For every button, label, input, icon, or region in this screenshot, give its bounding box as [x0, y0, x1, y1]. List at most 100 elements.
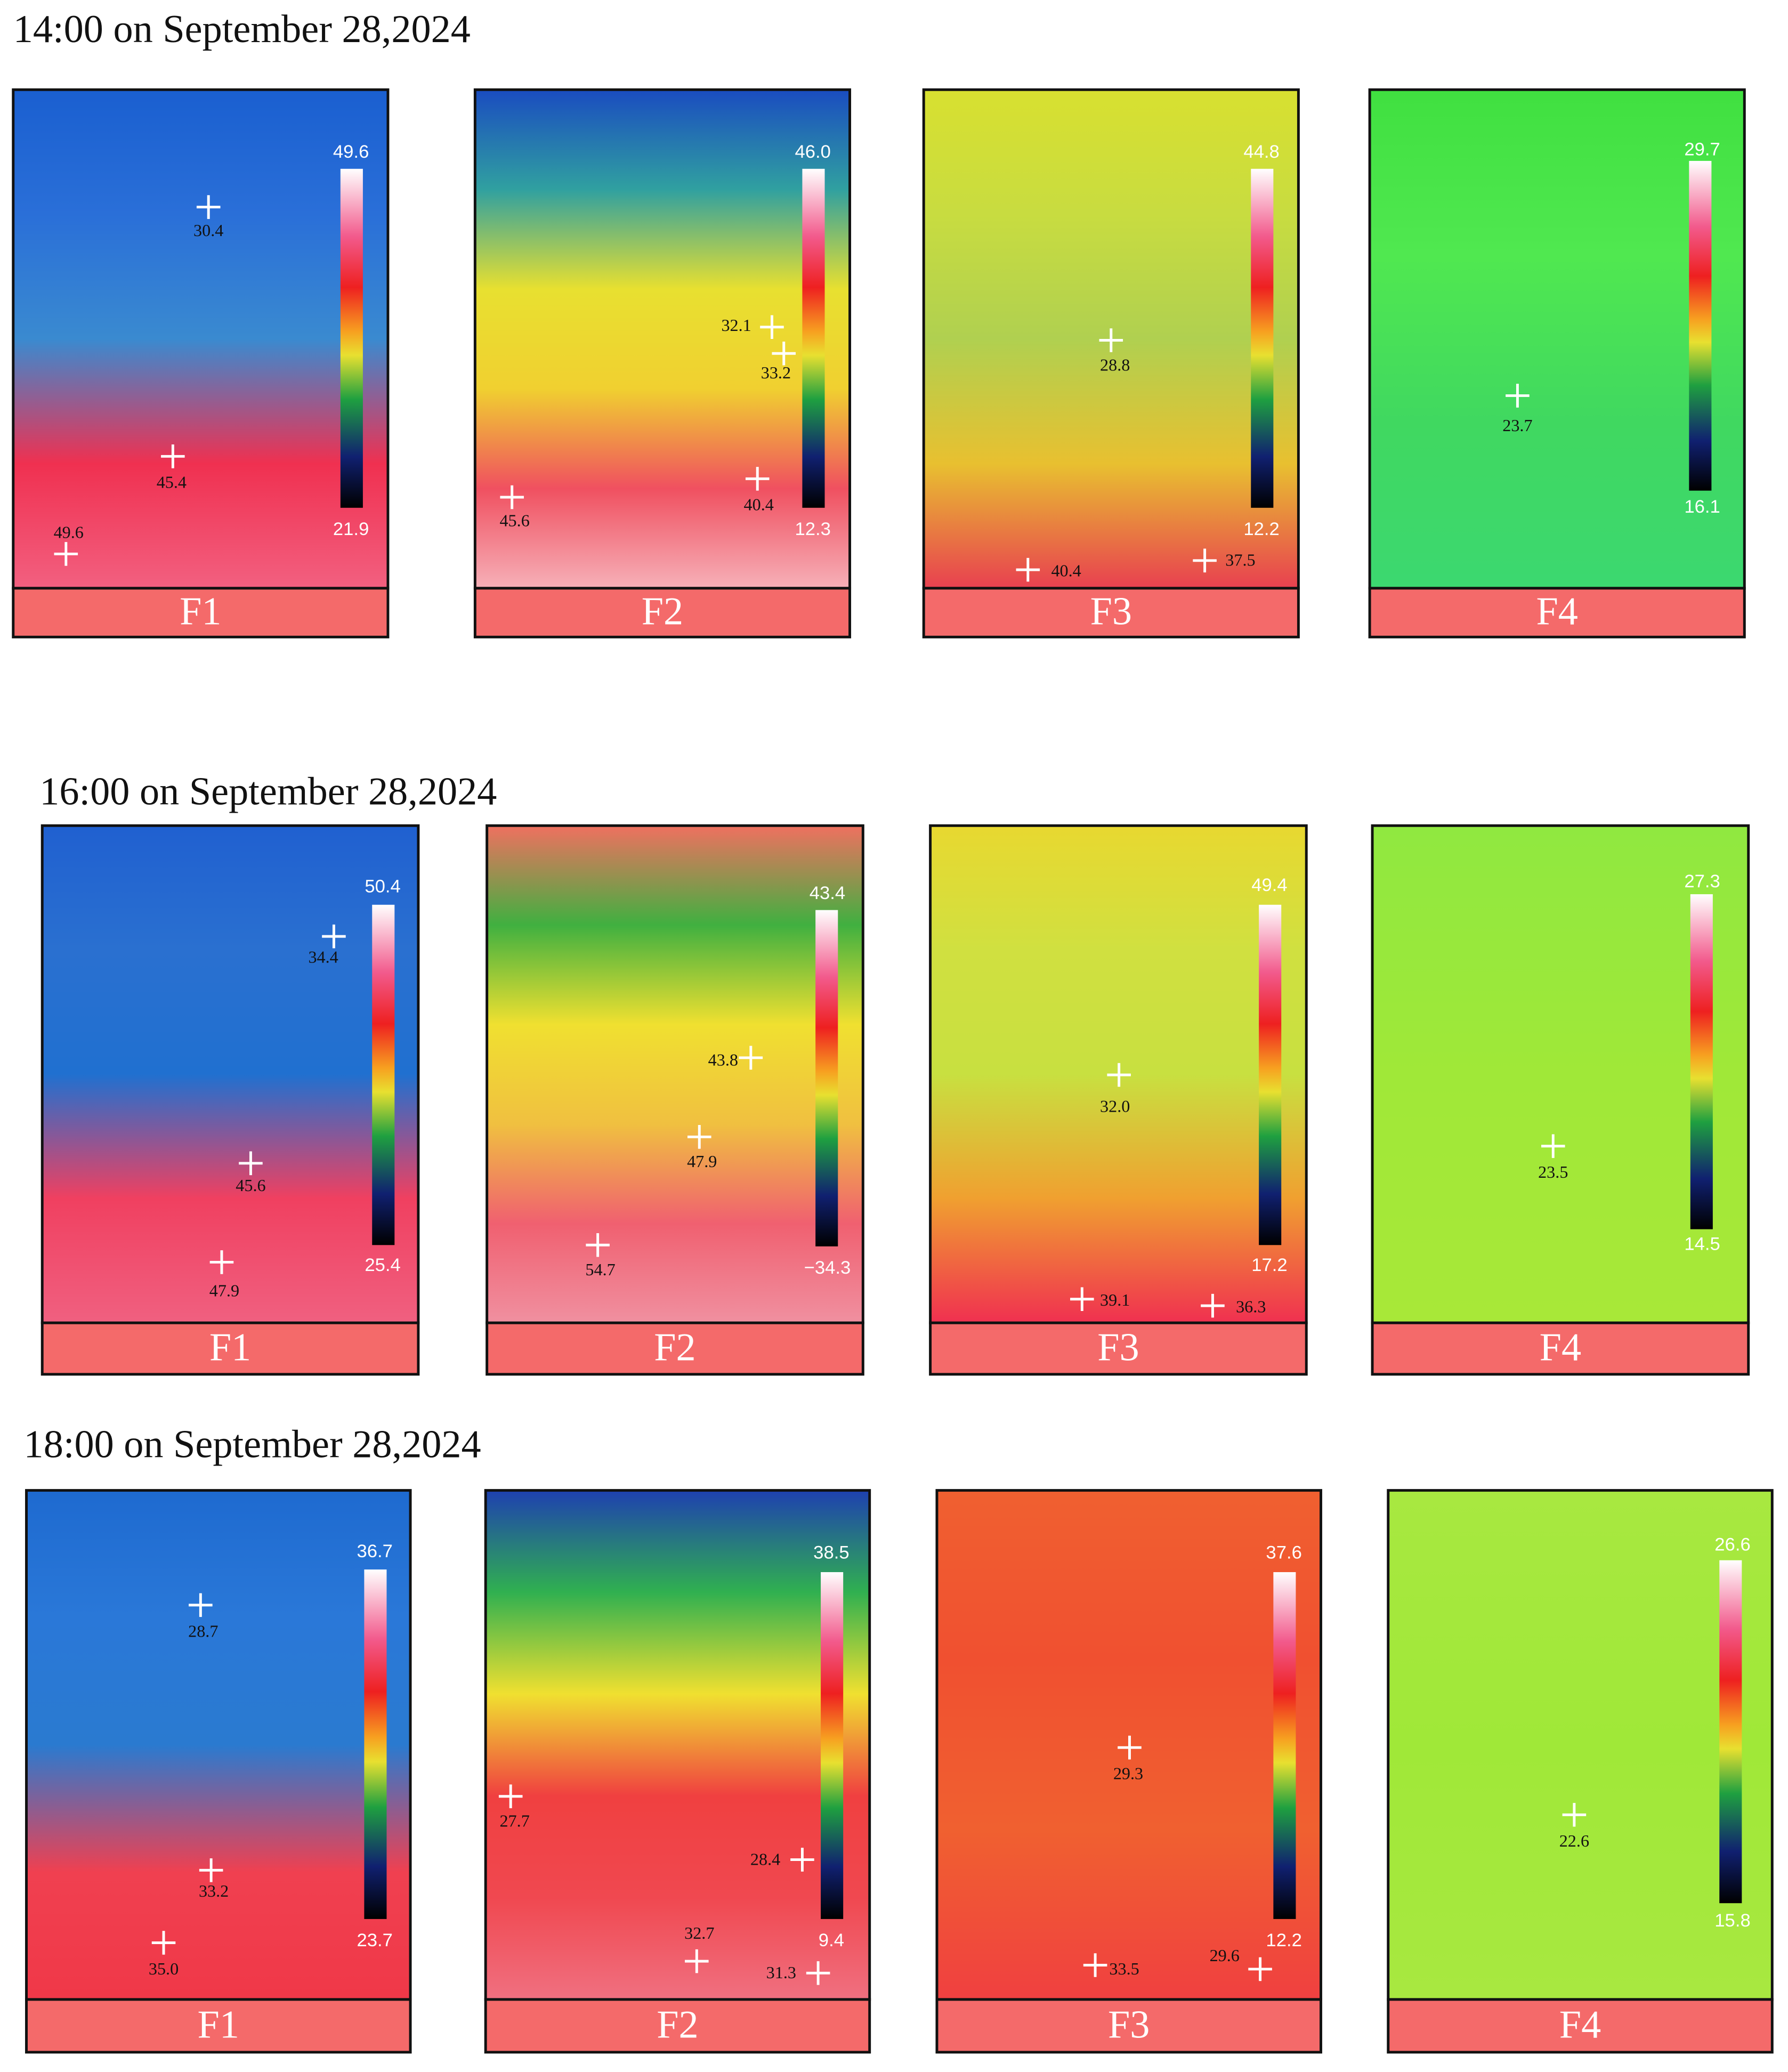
scale-min: 12.2: [1266, 1930, 1301, 1950]
point-temperature: 32.1: [721, 315, 751, 335]
point-temperature: 27.7: [499, 1811, 529, 1831]
label-bar: [473, 587, 852, 638]
label-bar: [929, 1321, 1308, 1376]
scale-max: 44.8: [1243, 142, 1279, 162]
scale-min: 12.3: [795, 519, 831, 539]
scale-min: 16.1: [1684, 497, 1720, 517]
scale-min: 25.4: [365, 1255, 400, 1275]
thermal-image: [25, 1489, 412, 2001]
color-bar: [1719, 1560, 1742, 1904]
color-bar: [802, 168, 825, 508]
panel-label: F2: [654, 1326, 695, 1370]
label-bar: [486, 1321, 864, 1376]
point-temperature: 45.4: [157, 473, 187, 492]
panel-label: F1: [209, 1326, 251, 1370]
panel-label: F2: [657, 2003, 698, 2046]
point-temperature: 28.7: [188, 1621, 218, 1640]
scale-max: 38.5: [813, 1543, 849, 1563]
point-temperature: 32.0: [1100, 1096, 1130, 1115]
point-temperature: 30.4: [193, 221, 223, 240]
color-bar: [1690, 894, 1713, 1229]
color-bar: [1259, 904, 1282, 1245]
color-bar: [1251, 168, 1274, 508]
row-title: 14:00 on September 28,2024: [13, 7, 471, 51]
point-temperature: 31.3: [766, 1963, 796, 1982]
point-temperature: 39.1: [1100, 1290, 1130, 1309]
scale-min: 9.4: [819, 1930, 844, 1950]
point-temperature: 35.0: [149, 1959, 179, 1978]
label-bar: [922, 587, 1300, 638]
label-bar: [12, 587, 390, 638]
scale-max: 43.4: [810, 883, 845, 903]
point-temperature: 37.5: [1225, 551, 1255, 570]
point-temperature: 34.4: [308, 948, 338, 967]
scale-min: 14.5: [1684, 1234, 1720, 1254]
point-temperature: 45.6: [236, 1176, 265, 1195]
scale-max: 49.4: [1251, 875, 1287, 895]
point-temperature: 33.2: [761, 363, 791, 382]
color-bar: [821, 1572, 844, 1919]
panel-label: F2: [642, 590, 683, 634]
point-temperature: 45.6: [499, 511, 529, 530]
color-bar: [364, 1569, 387, 1919]
point-temperature: 54.7: [585, 1260, 615, 1279]
panel-label: F1: [180, 590, 221, 634]
label-bar: [1371, 1321, 1750, 1376]
point-temperature: 23.7: [1502, 416, 1532, 435]
scale-min: 12.2: [1243, 519, 1279, 539]
scale-max: 27.3: [1684, 871, 1720, 892]
point-temperature: 33.5: [1109, 1959, 1139, 1978]
panel-label: F4: [1540, 1326, 1581, 1370]
point-temperature: 43.8: [708, 1050, 738, 1070]
panel-label: F3: [1097, 1326, 1139, 1370]
color-bar: [815, 910, 838, 1247]
scale-min: −34.3: [804, 1258, 851, 1278]
point-temperature: 28.4: [750, 1849, 780, 1868]
thermal-image: [1387, 1489, 1774, 2001]
row-title: 16:00 on September 28,2024: [39, 770, 497, 813]
color-bar: [1689, 160, 1712, 491]
point-temperature: 47.9: [209, 1281, 239, 1300]
point-temperature: 28.8: [1100, 355, 1130, 374]
scale-min: 17.2: [1251, 1255, 1287, 1275]
thermal-image: [484, 1489, 871, 2001]
scale-min: 15.8: [1714, 1911, 1750, 1931]
panel-label: F3: [1090, 590, 1132, 634]
point-temperature: 22.6: [1559, 1831, 1589, 1850]
point-temperature: 23.5: [1538, 1162, 1568, 1181]
label-bar: [1387, 1998, 1774, 2054]
panel-label: F4: [1536, 590, 1577, 634]
point-temperature: 32.7: [684, 1923, 714, 1942]
label-bar: [25, 1998, 412, 2054]
thermal-image: [486, 824, 864, 1324]
scale-max: 26.6: [1714, 1535, 1750, 1555]
point-temperature: 40.4: [1051, 561, 1081, 580]
scale-min: 23.7: [357, 1930, 392, 1950]
scale-max: 50.4: [365, 877, 400, 897]
point-temperature: 47.9: [687, 1152, 717, 1171]
panel-label: F4: [1559, 2003, 1601, 2046]
point-temperature: 40.4: [744, 495, 774, 514]
color-bar: [340, 168, 363, 508]
label-bar: [935, 1998, 1322, 2054]
scale-max: 49.6: [333, 142, 369, 162]
scale-min: 21.9: [333, 519, 369, 539]
scale-max: 36.7: [357, 1541, 392, 1561]
scale-max: 29.7: [1684, 139, 1720, 159]
point-temperature: 36.3: [1236, 1297, 1266, 1316]
panel-label: F1: [198, 2003, 239, 2046]
thermal-image: [41, 824, 420, 1324]
color-bar: [1273, 1572, 1296, 1919]
point-temperature: 29.3: [1113, 1764, 1143, 1783]
label-bar: [1368, 587, 1746, 638]
label-bar: [484, 1998, 871, 2054]
scale-max: 46.0: [795, 142, 831, 162]
point-temperature: 29.6: [1210, 1946, 1240, 1965]
row-title: 18:00 on September 28,2024: [24, 1422, 481, 1466]
thermal-image: [12, 88, 390, 590]
thermal-image: [1368, 88, 1746, 590]
point-temperature: 49.6: [54, 523, 84, 542]
point-temperature: 33.2: [199, 1881, 229, 1900]
